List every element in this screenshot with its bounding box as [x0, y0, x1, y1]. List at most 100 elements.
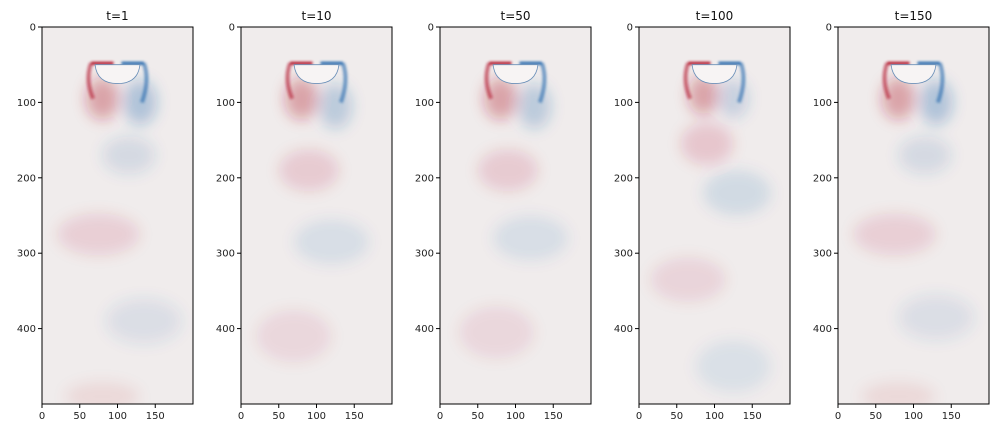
shear-tail-negative [737, 62, 746, 104]
cylinder-obstacle [691, 64, 738, 84]
y-tick-label: 100 [17, 98, 36, 109]
vortex-positive [284, 77, 319, 120]
vortex-positive [458, 305, 535, 359]
cylinder-obstacle [492, 64, 539, 84]
x-tick-label: 150 [544, 411, 563, 422]
x-tick-label: 50 [471, 411, 484, 422]
x-tick-label: 50 [73, 411, 86, 422]
x-tick-label: 0 [835, 411, 841, 422]
y-tick-label: 100 [614, 98, 633, 109]
x-tick-label: 100 [506, 411, 525, 422]
y-tick-label: 0 [30, 23, 36, 34]
vortex-positive [64, 381, 141, 404]
x-tick-label: 100 [307, 411, 326, 422]
vortex-positive [881, 77, 916, 120]
shear-tail-positive [86, 62, 95, 100]
shear-tail-negative [936, 62, 945, 104]
y-tick-label: 0 [428, 23, 434, 34]
x-tick-label: 100 [705, 411, 724, 422]
y-tick-label: 0 [826, 23, 832, 34]
x-tick-label: 0 [437, 411, 443, 422]
vortex-negative [102, 136, 156, 175]
x-tick-label: 0 [238, 411, 244, 422]
x-tick-label: 0 [636, 411, 642, 422]
vortex-positive [256, 309, 332, 363]
y-tick-label: 300 [216, 249, 235, 260]
y-tick-label: 200 [216, 173, 235, 184]
vortex-positive [85, 77, 120, 120]
vortex-positive [860, 381, 937, 404]
cylinder-obstacle [94, 64, 141, 84]
vortex-positive [483, 77, 518, 120]
vortex-positive [650, 256, 726, 303]
vortex-negative [106, 298, 182, 344]
y-tick-label: 100 [415, 98, 434, 109]
y-tick-label: 100 [216, 98, 235, 109]
x-tick-label: 50 [670, 411, 683, 422]
vortex-negative [703, 170, 772, 216]
x-tick-label: 50 [272, 411, 285, 422]
panel-title: t=150 [895, 9, 933, 23]
x-tick-label: 0 [39, 411, 45, 422]
vortex-positive [853, 213, 937, 256]
panel-title: t=10 [301, 9, 331, 23]
panel-1: t=1 0 50 100 150 0 100 200 300 400 [17, 9, 194, 422]
vortex-positive [57, 213, 141, 256]
y-tick-label: 0 [627, 23, 633, 34]
vortex-negative [123, 79, 157, 126]
x-tick-label: 150 [942, 411, 961, 422]
y-tick-label: 400 [614, 324, 633, 335]
y-tick-label: 200 [17, 173, 36, 184]
shear-tail-positive [484, 62, 493, 100]
cylinder-obstacle [890, 64, 937, 84]
vortex-positive [688, 75, 719, 115]
panel-4: t=100 0 50 100 150 0 100 200 300 400 [614, 9, 791, 422]
y-tick-label: 300 [614, 249, 633, 260]
shear-tail-positive [882, 62, 891, 100]
y-tick-label: 400 [813, 324, 832, 335]
vortex-negative [517, 83, 551, 129]
vortex-negative [898, 294, 974, 340]
vortex-positive [278, 149, 340, 192]
shear-tail-positive [683, 62, 692, 100]
heatmap-background [838, 27, 989, 404]
y-tick-label: 100 [813, 98, 832, 109]
shear-tail-negative [140, 62, 149, 104]
shear-tail-negative [339, 62, 348, 104]
y-tick-label: 300 [17, 249, 36, 260]
x-tick-label: 100 [904, 411, 923, 422]
vortex-positive [477, 149, 539, 192]
y-tick-label: 0 [229, 23, 235, 34]
panel-title: t=50 [500, 9, 530, 23]
x-tick-label: 150 [743, 411, 762, 422]
vortex-negative [898, 136, 952, 175]
y-tick-label: 400 [415, 324, 434, 335]
panel-title: t=100 [696, 9, 734, 23]
panel-3: t=50 0 50 100 150 0 100 200 300 400 [415, 9, 592, 422]
shear-tail-positive [285, 62, 294, 100]
x-tick-label: 100 [108, 411, 127, 422]
vortex-negative [919, 79, 953, 126]
y-tick-label: 300 [415, 249, 434, 260]
y-tick-label: 200 [614, 173, 633, 184]
panel-5: t=150 0 50 100 150 0 100 200 300 400 [813, 9, 990, 422]
x-tick-label: 150 [146, 411, 165, 422]
heatmap-background [42, 27, 193, 404]
vortex-negative [695, 339, 772, 393]
y-tick-label: 200 [415, 173, 434, 184]
x-tick-label: 50 [869, 411, 882, 422]
vortex-positive [680, 122, 734, 165]
y-tick-label: 400 [216, 324, 235, 335]
x-tick-label: 150 [345, 411, 364, 422]
y-tick-label: 300 [813, 249, 832, 260]
cylinder-obstacle [293, 64, 340, 84]
panel-2: t=10 0 50 100 150 0 100 200 300 400 [216, 9, 393, 422]
vortex-negative [293, 219, 370, 265]
y-tick-label: 400 [17, 324, 36, 335]
vortex-negative [492, 215, 569, 261]
vortex-negative [318, 83, 352, 129]
panel-title: t=1 [106, 9, 128, 23]
y-tick-label: 200 [813, 173, 832, 184]
shear-tail-negative [538, 62, 547, 104]
